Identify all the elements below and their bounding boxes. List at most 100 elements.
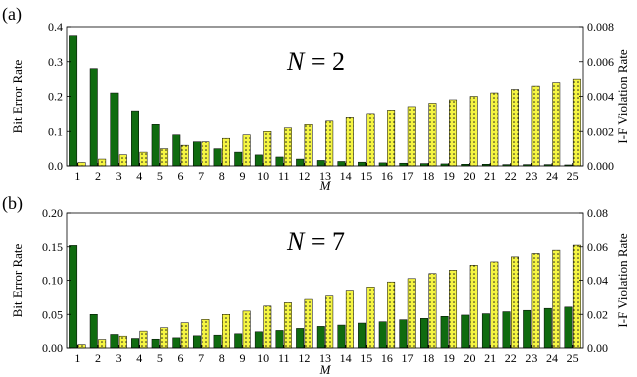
bar-if-violation-9 [242, 134, 251, 167]
xtick-label: 16 [381, 351, 393, 365]
bar-ber-9 [234, 151, 243, 167]
y2-axis-label: I-F Violation Rate [615, 49, 630, 144]
bar-if-violation-14 [345, 290, 354, 349]
y2tick-label: 0.008 [587, 20, 614, 34]
bar-ber-8 [213, 148, 222, 167]
ytick-label: 0.10 [42, 274, 63, 288]
xtick-label: 22 [505, 351, 517, 365]
bar-if-violation-17 [407, 106, 416, 167]
xtick-label: 1 [74, 169, 80, 183]
bar-if-violation-18 [428, 273, 437, 349]
bar-if-violation-2 [98, 158, 107, 167]
bar-ber-14 [337, 161, 346, 167]
bar-if-violation-16 [387, 110, 396, 167]
bar-ber-1 [69, 35, 78, 167]
xtick-label: 17 [402, 169, 414, 183]
xtick-label: 11 [278, 351, 290, 365]
panel-a: 0.0 0.1 0.2 0.3 0.4 0.000 0.002 0.004 0.006 0.008… [2, 4, 630, 193]
xtick-label: 2 [95, 351, 101, 365]
bar-ber-6 [172, 337, 181, 349]
bar-if-violation-11 [283, 127, 292, 167]
bar-if-violation-6 [180, 144, 189, 167]
xtick-label: 5 [157, 169, 163, 183]
bar-if-violation-11 [283, 302, 292, 349]
xtick-label: 12 [298, 351, 310, 365]
bar-ber-22 [502, 311, 511, 349]
bar-if-violation-12 [304, 124, 313, 167]
bar-if-violation-2 [98, 339, 107, 349]
xtick-label: 8 [219, 169, 225, 183]
xtick-label: 23 [525, 351, 537, 365]
bar-if-violation-21 [490, 261, 499, 349]
bar-ber-5 [151, 338, 160, 349]
bar-if-violation-3 [118, 335, 127, 349]
bar-if-violation-24 [552, 82, 561, 167]
bar-if-violation-1 [77, 162, 86, 167]
ytick-label: 0.05 [42, 307, 63, 321]
xtick-label: 19 [443, 169, 455, 183]
ytick-label: 0.15 [42, 240, 63, 254]
bar-ber-17 [399, 162, 408, 167]
xtick-label: 7 [198, 169, 204, 183]
bar-if-violation-4 [139, 151, 148, 167]
xtick-label: 9 [239, 169, 245, 183]
bar-ber-11 [275, 156, 284, 167]
xtick-label: 6 [178, 351, 184, 365]
xtick-label: 7 [198, 351, 204, 365]
bar-if-violation-5 [160, 327, 169, 349]
bar-ber-21 [481, 313, 490, 349]
bar-ber-12 [296, 158, 305, 167]
bar-if-violation-6 [180, 322, 189, 349]
ytick-label: 0.3 [48, 55, 63, 69]
xtick-label: 3 [116, 351, 122, 365]
xtick-label: 9 [239, 351, 245, 365]
bar-ber-25 [564, 306, 573, 349]
xtick-label: 21 [484, 351, 496, 365]
xtick-label: 14 [340, 169, 352, 183]
bar-if-violation-3 [118, 154, 127, 167]
bar-if-violation-19 [449, 99, 458, 167]
bar-if-violation-24 [552, 249, 561, 349]
bar-ber-13 [316, 326, 325, 349]
bar-if-violation-8 [222, 137, 230, 167]
xtick-label: 10 [257, 351, 269, 365]
bar-ber-24 [543, 307, 552, 349]
xtick-label: 22 [505, 169, 517, 183]
bar-if-violation-10 [263, 131, 272, 167]
bar-if-violation-15 [366, 287, 375, 349]
xtick-label: 13 [319, 169, 331, 183]
xtick-label: 24 [546, 351, 558, 365]
bar-if-violation-9 [242, 310, 251, 349]
xtick-label: 4 [136, 351, 142, 365]
xtick-label: 8 [219, 351, 225, 365]
bar-if-violation-22 [511, 89, 519, 167]
bar-if-violation-16 [387, 281, 396, 349]
bar-ber-3 [110, 92, 119, 167]
xtick-label: 1 [74, 351, 80, 365]
xtick-label: 3 [116, 169, 122, 183]
bar-ber-3 [110, 334, 119, 349]
bar-if-violation-12 [304, 298, 313, 349]
x-axis-label: M [319, 362, 332, 377]
bar-if-violation-25 [572, 78, 581, 167]
y2tick-label: 0.006 [587, 55, 614, 69]
bar-if-violation-13 [325, 120, 334, 167]
bar-if-violation-18 [428, 103, 437, 167]
n-annotation: N = 7 [286, 227, 345, 256]
panel-b: 0.00 0.05 0.10 0.15 0.20 0.00 0.02 0.04 0.06 0.08… [2, 193, 630, 377]
bar-ber-14 [337, 324, 346, 349]
xtick-label: 5 [157, 351, 163, 365]
bar-ber-15 [358, 322, 367, 349]
bar-if-violation-15 [366, 113, 375, 167]
bar-ber-16 [378, 321, 387, 349]
bar-if-violation-25 [572, 244, 581, 349]
bar-if-violation-4 [139, 330, 148, 349]
xtick-label: 21 [484, 169, 496, 183]
bar-ber-10 [254, 154, 263, 167]
xtick-label: 6 [178, 169, 184, 183]
bar-if-violation-13 [325, 295, 334, 349]
y2tick-label: 0.04 [587, 274, 608, 288]
ytick-label: 0.4 [48, 20, 63, 34]
n-annotation: N = 2 [286, 47, 345, 76]
